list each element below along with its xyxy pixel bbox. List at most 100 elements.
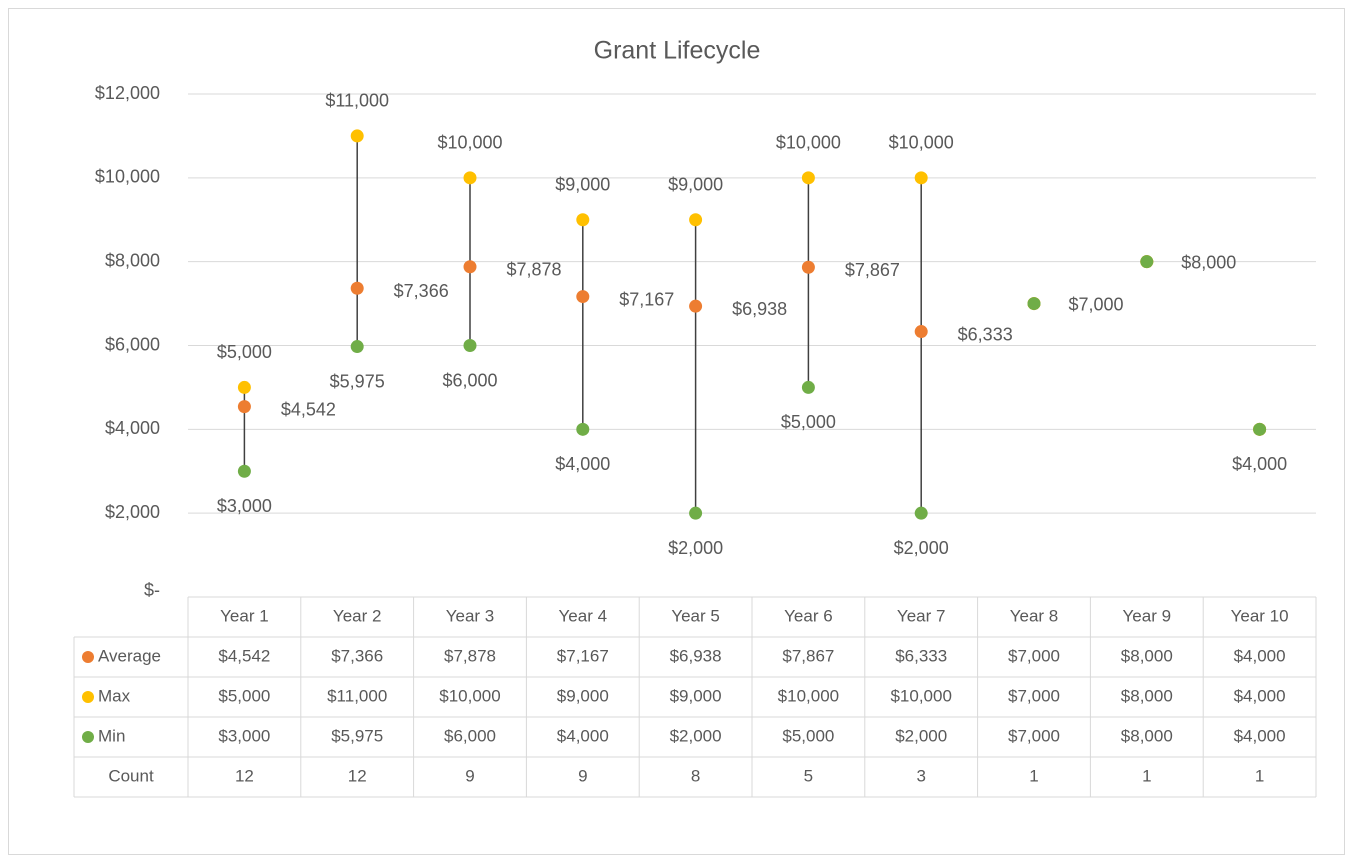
data-label: $9,000 [668, 175, 723, 195]
marker [463, 260, 477, 274]
data-label: $9,000 [555, 175, 610, 195]
legend-marker [82, 651, 94, 663]
marker [914, 171, 928, 185]
data-label: $7,000 [1068, 294, 1123, 314]
x-tick-label: Year 4 [559, 606, 608, 625]
table-cell: $9,000 [670, 686, 722, 705]
legend-label: Average [98, 646, 161, 665]
data-label: $8,000 [1181, 252, 1236, 272]
data-label: $11,000 [325, 91, 389, 111]
x-tick-label: Year 6 [784, 606, 833, 625]
x-tick-label: Year 1 [220, 606, 269, 625]
table-cell: $6,333 [895, 646, 947, 665]
table-cell: $2,000 [895, 726, 947, 745]
table-cell: $4,000 [1234, 646, 1286, 665]
data-label: $10,000 [776, 133, 841, 153]
marker [350, 340, 364, 354]
table-cell: $5,000 [218, 686, 270, 705]
data-label: $3,000 [217, 496, 272, 516]
marker [801, 171, 815, 185]
table-cell: 1 [1142, 766, 1151, 785]
y-tick-label: $8,000 [105, 250, 160, 270]
x-tick-label: Year 2 [333, 606, 382, 625]
marker [576, 422, 590, 436]
table-cell: $8,000 [1121, 686, 1173, 705]
table-cell: 3 [916, 766, 925, 785]
marker [801, 380, 815, 394]
marker [689, 506, 703, 520]
data-label: $7,867 [845, 260, 900, 280]
data-label: $2,000 [668, 538, 723, 558]
data-label: $10,000 [437, 133, 502, 153]
table-cell: $7,000 [1008, 686, 1060, 705]
table-row-label: Count [108, 766, 154, 785]
table-cell: $6,938 [670, 646, 722, 665]
x-tick-label: Year 8 [1010, 606, 1059, 625]
data-label: $7,366 [394, 281, 449, 301]
marker [463, 339, 477, 352]
data-label: $7,878 [506, 260, 561, 280]
table-cell: $4,542 [218, 646, 270, 665]
marker [914, 325, 928, 339]
table-cell: $4,000 [557, 726, 609, 745]
table-cell: $10,000 [890, 686, 951, 705]
table-cell: $5,000 [782, 726, 834, 745]
table-cell: 12 [348, 766, 367, 785]
chart-frame [8, 8, 1345, 855]
y-tick-label: $- [144, 580, 160, 600]
data-label: $10,000 [889, 133, 954, 153]
marker [576, 213, 590, 227]
chart-title: Grant Lifecycle [594, 37, 761, 65]
marker [463, 171, 477, 185]
table-cell: $3,000 [218, 726, 270, 745]
table-cell: 1 [1029, 766, 1038, 785]
table-cell: $4,000 [1234, 726, 1286, 745]
table-cell: $5,975 [331, 726, 383, 745]
table-cell: 5 [804, 766, 813, 785]
table-cell: $7,000 [1008, 726, 1060, 745]
x-tick-label: Year 10 [1231, 606, 1289, 625]
data-label: $5,000 [781, 412, 836, 432]
x-tick-label: Year 7 [897, 606, 946, 625]
marker [237, 464, 251, 478]
marker [576, 290, 590, 304]
marker [689, 299, 703, 313]
marker [237, 400, 251, 414]
table-cell: $9,000 [557, 686, 609, 705]
marker [237, 380, 251, 394]
y-tick-label: $6,000 [105, 334, 160, 354]
marker [1027, 297, 1041, 311]
legend-marker [82, 731, 94, 743]
data-label: $5,975 [330, 371, 385, 391]
data-label: $4,000 [555, 454, 610, 474]
y-tick-label: $4,000 [105, 418, 160, 438]
x-tick-label: Year 9 [1123, 606, 1172, 625]
table-cell: $7,167 [557, 646, 609, 665]
marker [1140, 255, 1154, 269]
table-cell: $4,000 [1234, 686, 1286, 705]
legend-label: Max [98, 686, 131, 705]
legend-marker [82, 691, 94, 703]
marker [350, 129, 364, 143]
table-cell: $11,000 [327, 686, 387, 705]
data-label: $6,938 [732, 299, 787, 319]
x-tick-label: Year 3 [446, 606, 495, 625]
table-cell: $6,000 [444, 726, 496, 745]
data-label: $4,542 [281, 399, 336, 419]
table-cell: $10,000 [439, 686, 500, 705]
data-label: $5,000 [217, 342, 272, 362]
y-tick-label: $12,000 [95, 83, 160, 103]
table-cell: $7,366 [331, 646, 383, 665]
marker [801, 260, 815, 274]
marker [350, 281, 364, 295]
table-cell: $8,000 [1121, 726, 1173, 745]
y-tick-label: $10,000 [95, 167, 160, 187]
table-cell: 8 [691, 766, 700, 785]
table-cell: $10,000 [778, 686, 839, 705]
legend-label: Min [98, 726, 125, 745]
table-cell: 1 [1255, 766, 1264, 785]
table-cell: $2,000 [670, 726, 722, 745]
table-cell: $8,000 [1121, 646, 1173, 665]
table-cell: 12 [235, 766, 254, 785]
